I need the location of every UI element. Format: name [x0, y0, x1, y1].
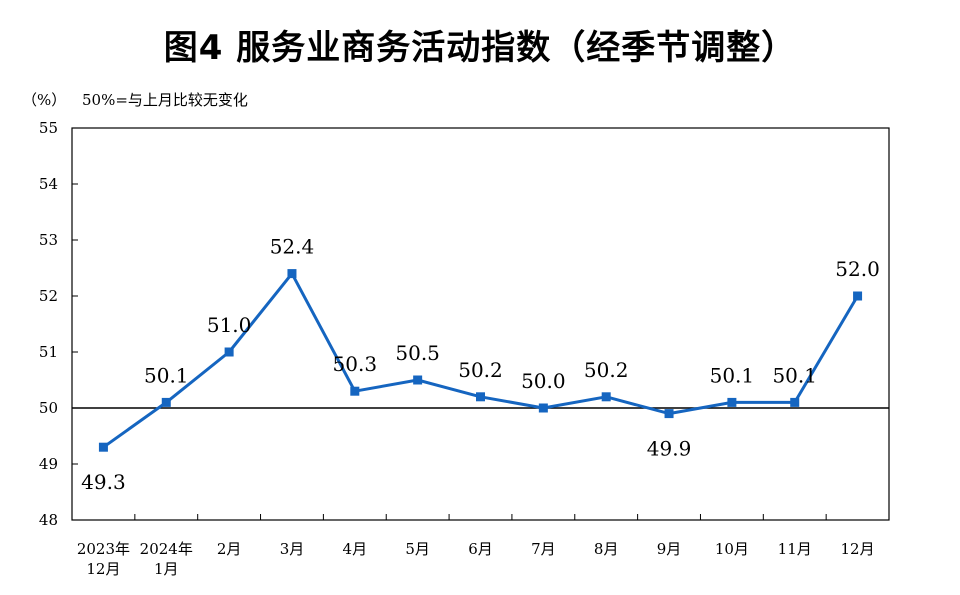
y-tick-label: 49	[39, 455, 58, 473]
plot-frame	[71, 127, 890, 521]
y-tick-label: 55	[39, 119, 58, 137]
data-label: 50.2	[584, 358, 629, 382]
data-point	[790, 397, 800, 407]
data-labels-group: 49.3 50.1 51.0 52.4 50.3 50.5 50.2 50.0 50.2 49.9…	[81, 235, 880, 495]
data-label: 52.4	[270, 235, 315, 259]
data-label: 50.1	[144, 363, 189, 387]
y-tick-label: 52	[39, 287, 58, 305]
data-point	[287, 269, 297, 279]
data-point	[538, 403, 548, 413]
data-label: 50.0	[521, 369, 566, 393]
data-point	[350, 386, 360, 396]
data-label: 50.1	[710, 363, 755, 387]
x-tick-label: 2024年	[140, 540, 193, 558]
x-tick-label: 2月	[217, 540, 242, 558]
x-tick-label: 3月	[280, 540, 305, 558]
x-tick-label: 8月	[594, 540, 619, 558]
y-axis: 48 49 50 51 52 53 54 55	[39, 119, 78, 529]
data-point	[161, 397, 171, 407]
x-tick-label: 4月	[343, 540, 368, 558]
y-tick-label: 50	[39, 399, 58, 417]
data-label: 50.3	[333, 352, 378, 376]
y-tick-label: 54	[39, 175, 58, 193]
y-tick-label: 48	[39, 511, 58, 529]
chart-title: 图4 服务业商务活动指数（经季节调整）	[163, 28, 797, 68]
y-axis-unit-label: （%）	[22, 91, 67, 109]
data-label: 50.2	[458, 358, 503, 382]
data-point	[727, 397, 737, 407]
x-tick-label: 11月	[778, 540, 812, 558]
x-tick-label: 5月	[405, 540, 430, 558]
series-group	[98, 269, 863, 452]
y-tick-label: 51	[39, 343, 58, 361]
x-tick-label: 1月	[154, 560, 179, 578]
data-label: 49.3	[81, 470, 126, 494]
data-point	[853, 291, 863, 301]
data-label: 51.0	[207, 313, 252, 337]
x-tick-label: 7月	[531, 540, 556, 558]
x-tick-label: 10月	[715, 540, 749, 558]
y-tick-label: 53	[39, 231, 58, 249]
data-label: 50.5	[395, 341, 440, 365]
x-tick-label: 9月	[657, 540, 682, 558]
data-label: 50.1	[772, 363, 817, 387]
data-point	[224, 347, 234, 357]
x-tick-label: 6月	[468, 540, 493, 558]
x-tick-label: 12月	[86, 560, 120, 578]
data-point	[413, 375, 423, 385]
x-axis: 2023年 12月 2024年 1月 2月 3月 4月 5月 6月 7月 8月 9月 10月 11月 12月	[77, 514, 875, 578]
x-tick-label: 2023年	[77, 540, 130, 558]
data-label: 49.9	[647, 437, 692, 461]
data-point	[601, 392, 611, 402]
data-point	[98, 442, 108, 452]
reference-note: 50%=与上月比较无变化	[82, 91, 248, 109]
x-tick-label: 12月	[841, 540, 875, 558]
data-label: 52.0	[835, 257, 880, 281]
data-point	[476, 392, 485, 402]
data-point	[664, 409, 674, 419]
